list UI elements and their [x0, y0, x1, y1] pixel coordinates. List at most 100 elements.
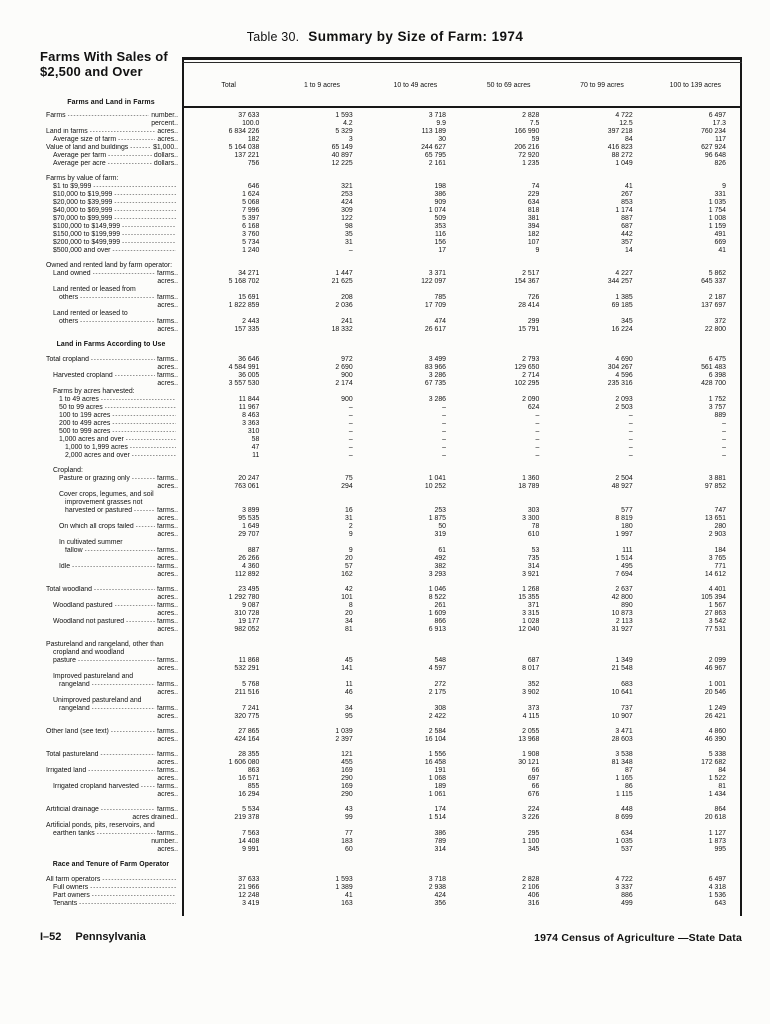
- value-cell: 41: [718, 247, 726, 254]
- value-cell: 310 728: [234, 610, 260, 617]
- value-cell: [275, 861, 368, 869]
- value-cell: [555, 649, 648, 657]
- row-label: 1,000 acres and over: [40, 436, 182, 444]
- value-cell: 37 633: [238, 876, 260, 883]
- value-cell: [275, 491, 368, 499]
- value-cell: 331: [714, 191, 727, 198]
- value-cell: 1 434: [708, 791, 726, 798]
- table-row: acres.. 16 294 290 1 061 676 1 115 1 434: [40, 791, 742, 799]
- row-label: Total woodland farms..: [40, 586, 182, 594]
- value-cell: [182, 467, 275, 475]
- value-cell: [462, 539, 555, 547]
- value-cell: 314: [434, 846, 447, 853]
- leader-dots: [141, 783, 155, 791]
- row-label-text: Owned and rented land by farm operator:: [46, 262, 173, 269]
- table-row: acres.. 1 822 859 2 036 17 709 28 414 69 185 1…: [40, 302, 742, 310]
- value-cell: 16 104: [424, 736, 446, 743]
- value-cell: 1 752: [708, 396, 726, 403]
- unit-label: farms..: [156, 270, 178, 277]
- value-cell: [649, 286, 742, 294]
- value-cell: 96 648: [704, 152, 726, 159]
- leader-dots: [92, 892, 176, 900]
- unit-label: farms..: [156, 657, 178, 664]
- value-cell: 8 819: [615, 515, 633, 522]
- row-label-text: Tenants: [53, 900, 78, 907]
- value-cell: 41: [624, 183, 633, 190]
- value-cell: 863: [247, 767, 260, 774]
- value-cell: 532 291: [234, 665, 260, 672]
- value-cell: 36 005: [238, 372, 260, 379]
- value-cell: 424: [434, 892, 447, 899]
- value-cell: 2 504: [615, 475, 633, 482]
- table-row: All farm operators 37 633 1 593 3 718 2 828 4…: [40, 876, 742, 884]
- row-label: acres..: [40, 610, 182, 618]
- value-cell: 2 036: [335, 302, 353, 309]
- value-cell: –: [442, 420, 446, 427]
- row-label-text: Unimproved pastureland and: [53, 697, 142, 704]
- value-cell: 394: [527, 223, 540, 230]
- value-cell: 9 087: [242, 602, 260, 609]
- value-cell: 219 378: [234, 814, 260, 821]
- value-cell: [555, 673, 648, 681]
- row-label: acres..: [40, 278, 182, 286]
- value-cell: 31: [344, 239, 353, 246]
- row-label-text: Farms by value of farm:: [46, 175, 119, 182]
- value-cell: 1 049: [615, 160, 633, 167]
- value-cell: 10 907: [611, 713, 633, 720]
- row-label: fallow farms..: [40, 547, 182, 555]
- sidebar-title-line1: Farms With Sales of: [40, 49, 168, 64]
- row-label: Average per acre dollars..: [40, 160, 182, 168]
- value-cell: 6 497: [708, 112, 726, 119]
- value-cell: 1 593: [335, 112, 353, 119]
- value-cell: 2 793: [522, 356, 540, 363]
- value-cell: 381: [527, 215, 540, 222]
- row-label: acres..: [40, 846, 182, 854]
- table-row: acres.. 1 292 780 101 8 522 15 355 42 800 105 …: [40, 594, 742, 602]
- value-cell: 34 271: [238, 270, 260, 277]
- value-cell: 253: [434, 507, 447, 514]
- value-cell: [275, 175, 368, 183]
- unit-label: farms..: [156, 783, 178, 790]
- value-cell: 1 873: [708, 838, 726, 845]
- table-row: $150,000 to $199,999 3 760 35 116 182 442 491: [40, 231, 742, 239]
- row-label: acres..: [40, 483, 182, 491]
- value-cell: 12 040: [518, 626, 540, 633]
- value-cell: 1 649: [242, 523, 260, 530]
- value-cell: 81 348: [611, 759, 633, 766]
- value-cell: 31 927: [611, 626, 633, 633]
- value-cell: 95 535: [238, 515, 260, 522]
- value-cell: 4 690: [615, 356, 633, 363]
- value-cell: [462, 641, 555, 649]
- row-spacer: [40, 460, 742, 467]
- row-label: Irrigated land farms..: [40, 767, 182, 775]
- value-cell: 21 625: [331, 278, 353, 285]
- value-cell: [275, 499, 368, 507]
- value-cell: 15 691: [238, 294, 260, 301]
- value-cell: 14 408: [238, 838, 260, 845]
- value-cell: 5 068: [242, 199, 260, 206]
- row-label: Race and Tenure of Farm Operator: [52, 861, 170, 868]
- value-cell: [462, 388, 555, 396]
- table-row: acres.. 112 892 162 3 293 3 921 7 694 14 612: [40, 571, 742, 579]
- table-row: Unimproved pastureland and: [40, 697, 742, 705]
- value-cell: 561 483: [701, 364, 726, 371]
- value-cell: 1 100: [522, 838, 540, 845]
- value-cell: 303: [527, 507, 540, 514]
- value-cell: 687: [527, 657, 540, 664]
- value-cell: 4 597: [428, 665, 446, 672]
- row-label: Unimproved pastureland and: [40, 697, 182, 705]
- value-cell: 18 332: [331, 326, 353, 333]
- table-row: 1,000 acres and over 58 – – – – –: [40, 436, 742, 444]
- table-row: acres.. 320 775 95 2 422 4 115 10 907 26 421: [40, 713, 742, 721]
- row-label-text: Value of land and buildings: [46, 144, 129, 151]
- value-cell: –: [348, 452, 353, 459]
- table-row: acres.. 95 535 31 1 875 3 300 8 819 13 651: [40, 515, 742, 523]
- row-label-text: $100,000 to $149,999: [53, 223, 121, 230]
- unit-label: farms..: [156, 563, 178, 570]
- value-cell: 309: [341, 207, 353, 214]
- table-row: Total woodland farms.. 23 495 42 1 046 1 268 2…: [40, 586, 742, 594]
- row-label: others farms..: [40, 318, 182, 326]
- value-cell: [649, 539, 742, 547]
- value-cell: [649, 310, 742, 318]
- value-cell: 17 709: [424, 302, 446, 309]
